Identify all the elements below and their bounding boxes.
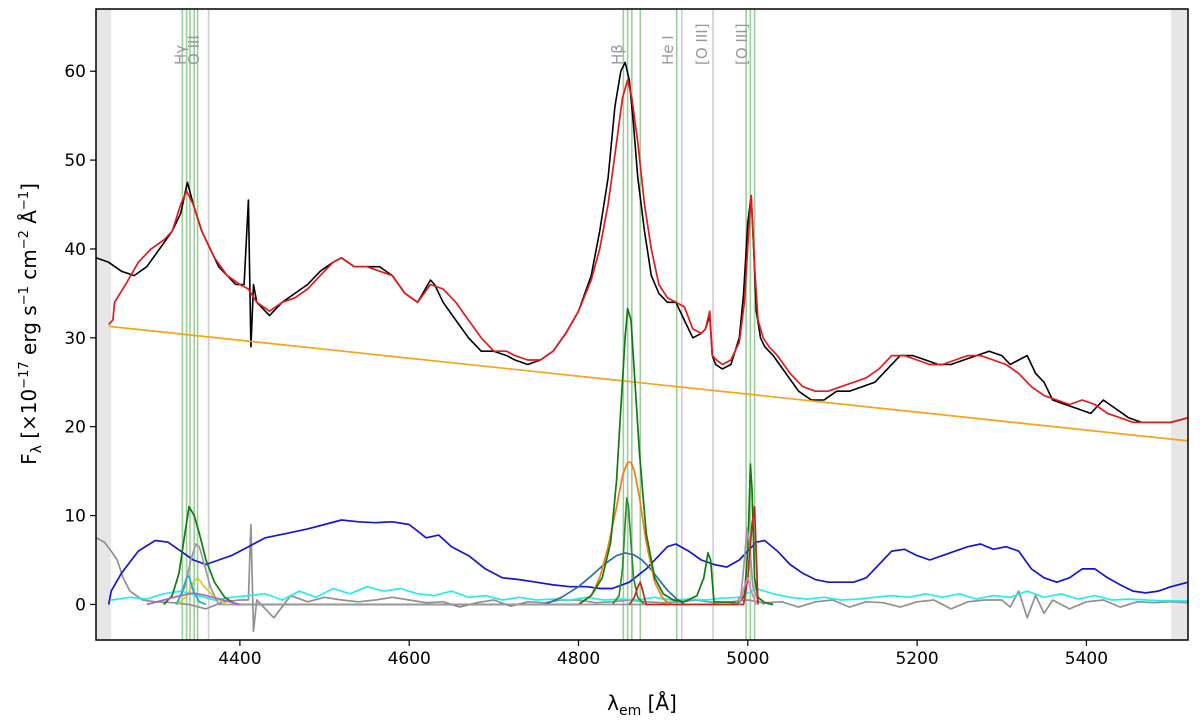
masked-region-0: [96, 9, 112, 640]
series-continuum: [108, 325, 1188, 442]
y-tick-label-3: 30: [64, 329, 86, 349]
series-data: [96, 61, 1188, 424]
x-tick-label-5: 5400: [1065, 649, 1108, 669]
series-pink-component: [738, 576, 758, 605]
series-broad-lines: [163, 307, 774, 606]
x-tick-label-1: 4600: [388, 649, 431, 669]
series-hbeta-intermediate: [578, 461, 673, 606]
x-tick-label-0: 4400: [218, 649, 261, 669]
series-hbeta-broad-wing: [544, 552, 685, 606]
line-label-4: [O III]: [693, 23, 711, 65]
masked-region-1: [1171, 9, 1188, 640]
y-tick-label-6: 60: [64, 62, 86, 82]
line-label-3: He I: [659, 35, 677, 65]
series-feii-optical: [107, 519, 1188, 605]
line-label-5: [O III]: [733, 23, 751, 65]
series-feii-cyan: [111, 585, 1188, 602]
x-tick-label-4: 5200: [895, 649, 938, 669]
series-red-narrow: [628, 505, 759, 606]
series-gray-narrow: [175, 527, 766, 606]
y-tick-label-2: 20: [64, 418, 86, 438]
line-label-1: O III: [185, 35, 203, 65]
y-tick-label-0: 0: [75, 595, 86, 615]
x-tick-label-2: 4800: [557, 649, 600, 669]
y-tick-label-4: 40: [64, 240, 86, 260]
y-tick-label-1: 10: [64, 507, 86, 527]
series-narrow-hbeta: [611, 496, 646, 606]
series-violet-component: [146, 592, 241, 606]
y-axis-label: Fλ [×10−17 erg s−1 cm−2 Å−1]: [17, 183, 45, 465]
series-residual: [96, 523, 1188, 632]
line-label-2: Hβ: [609, 44, 627, 65]
y-tick-label-5: 50: [64, 151, 86, 171]
plot-frame: [95, 8, 1189, 641]
series-hgamma-cyan: [175, 575, 207, 606]
line-label-0: Hγ: [172, 45, 190, 65]
x-tick-label-3: 5000: [726, 649, 769, 669]
series-model: [108, 79, 1188, 424]
x-axis-label: λem [Å]: [607, 691, 677, 719]
